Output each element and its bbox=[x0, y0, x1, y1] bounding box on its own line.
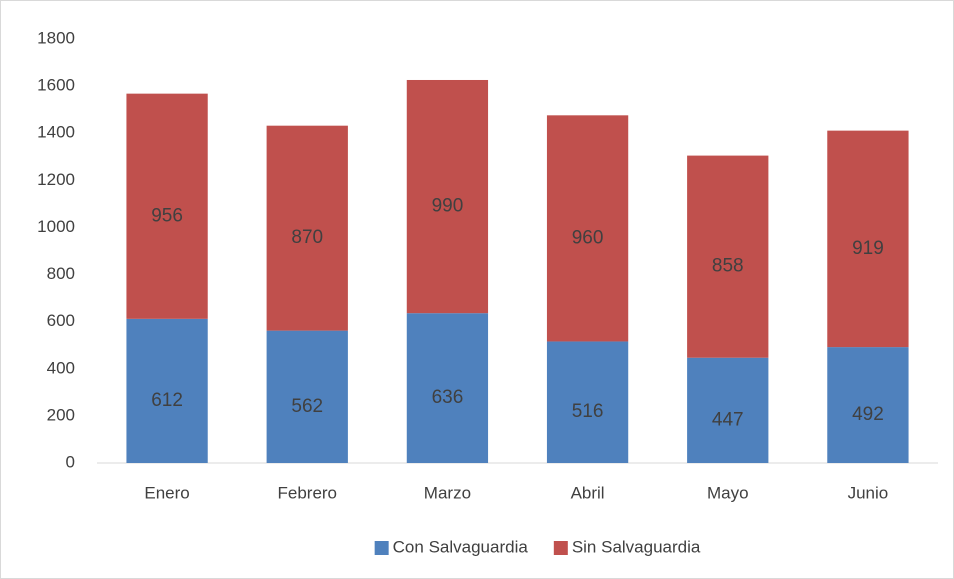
y-tick-label: 600 bbox=[47, 311, 75, 330]
y-tick-label: 1200 bbox=[37, 170, 75, 189]
bar-segment bbox=[687, 155, 769, 358]
bar-segment bbox=[406, 79, 489, 314]
bar-segment bbox=[406, 313, 489, 463]
data-label: 447 bbox=[712, 409, 744, 430]
data-label: 516 bbox=[572, 401, 604, 422]
data-label: 870 bbox=[291, 227, 323, 248]
y-tick-label: 0 bbox=[66, 452, 75, 471]
x-tick-label: Abril bbox=[571, 483, 605, 502]
bar-segment bbox=[827, 130, 909, 348]
legend-label: Sin Salvaguardia bbox=[572, 537, 701, 556]
y-tick-label: 800 bbox=[47, 264, 75, 283]
x-tick-label: Junio bbox=[848, 483, 889, 502]
data-label: 956 bbox=[151, 205, 183, 226]
y-tick-label: 1600 bbox=[37, 76, 75, 95]
data-label: 990 bbox=[432, 196, 464, 217]
y-tick-label: 1400 bbox=[37, 123, 75, 142]
bar-segment bbox=[126, 93, 208, 319]
data-label: 919 bbox=[852, 238, 884, 259]
y-tick-label: 200 bbox=[47, 405, 75, 424]
x-tick-label: Febrero bbox=[277, 483, 337, 502]
bar-segment bbox=[546, 341, 629, 463]
bar-segment bbox=[546, 115, 629, 342]
legend-swatch bbox=[553, 541, 568, 555]
data-label: 636 bbox=[432, 387, 464, 408]
data-label: 612 bbox=[151, 390, 183, 411]
data-label: 492 bbox=[852, 404, 884, 425]
legend-swatch bbox=[374, 541, 389, 555]
bar-segment bbox=[687, 357, 769, 463]
x-tick-label: Marzo bbox=[424, 483, 471, 502]
data-label: 562 bbox=[291, 396, 323, 417]
bar-segment bbox=[266, 330, 348, 463]
data-label: 858 bbox=[712, 256, 744, 277]
bar-segment bbox=[827, 347, 909, 463]
data-label: 960 bbox=[572, 227, 604, 248]
bar-segment bbox=[126, 318, 208, 463]
x-tick-label: Mayo bbox=[707, 483, 749, 502]
y-tick-label: 400 bbox=[47, 358, 75, 377]
legend-label: Con Salvaguardia bbox=[393, 537, 529, 556]
y-tick-label: 1000 bbox=[37, 217, 75, 236]
bar-segment bbox=[266, 125, 348, 331]
y-tick-label: 1800 bbox=[37, 28, 75, 47]
x-tick-label: Enero bbox=[144, 483, 189, 502]
